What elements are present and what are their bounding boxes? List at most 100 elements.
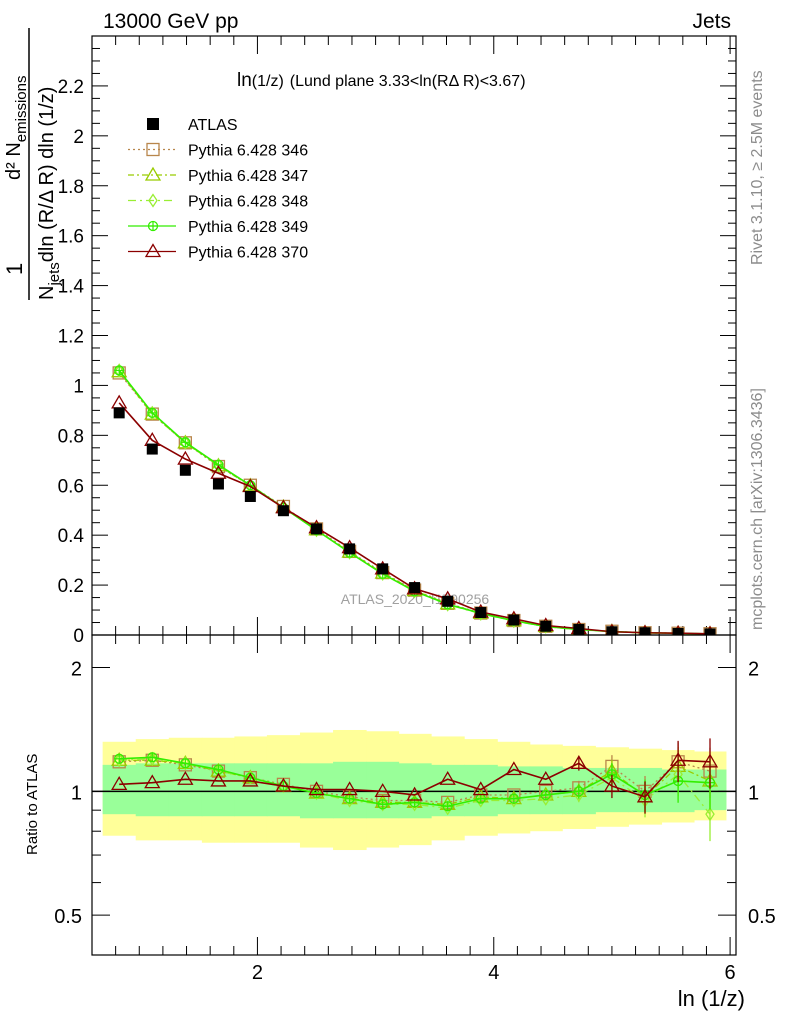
legend-label: Pythia 6.428 346 (188, 143, 308, 160)
legend-item: Pythia 6.428 346 (128, 143, 308, 160)
legend-item: Pythia 6.428 347 (128, 166, 308, 185)
main-y-tick-label: 1.2 (58, 327, 84, 348)
series-ratio-point (701, 753, 719, 768)
series-ratio-point (311, 785, 322, 801)
series-point (213, 459, 224, 470)
series-ratio-point (508, 793, 519, 804)
series-ratio-point (341, 781, 358, 796)
series-5-ratio (111, 738, 719, 814)
header-right: Jets (692, 10, 731, 33)
series-ratio-point (574, 787, 584, 803)
legend-item: Pythia 6.428 348 (128, 193, 308, 211)
x-axis-label: ln (1/z) (678, 986, 745, 1011)
series-point (180, 437, 191, 448)
series-ratio-point (308, 781, 325, 796)
main-y-tick-label: 2 (73, 127, 84, 148)
x-tick-label: 4 (488, 962, 499, 984)
legend-marker (147, 118, 159, 130)
series-ratio-point (472, 781, 489, 796)
series-ratio-point (210, 772, 227, 787)
series-ratio-point (377, 797, 388, 812)
legend-item: Pythia 6.428 349 (128, 219, 308, 236)
ylabel-numerator: d² N (3, 142, 25, 180)
series-ratio-point (669, 751, 687, 766)
series-ratio-point (475, 793, 486, 804)
x-tick-label: 6 (725, 962, 736, 984)
series-ratio-point (144, 774, 161, 789)
ylabel-one: 1 (2, 263, 27, 275)
series-ratio-point (636, 788, 654, 803)
header-left: 13000 GeV pp (103, 10, 238, 33)
main-y-tick-label: 0.2 (58, 576, 84, 597)
series-ratio-point (245, 770, 256, 785)
atlas-point (672, 628, 684, 635)
series-ratio-point (377, 799, 388, 810)
series-ratio-point (537, 770, 554, 785)
uncertainty-bands (102, 729, 727, 851)
main-y-tick-label: 2.2 (58, 77, 84, 98)
main-y-tick-label: 1 (73, 376, 84, 397)
atlas-point (573, 624, 585, 635)
atlas-point (212, 478, 224, 490)
ratio-y-axis-label: Ratio to ATLAS (24, 754, 41, 855)
series-ratio-point (573, 786, 584, 797)
series-point (147, 405, 158, 421)
series-ratio-point (705, 807, 715, 822)
atlas-point (606, 626, 618, 635)
series-ratio-point (505, 761, 522, 776)
legend-item: ATLAS (147, 117, 238, 134)
series-ratio-point (409, 797, 420, 808)
main-panel: 0 0.2 0.4 0.6 0.8 1 1.2 1.4 1.6 1.8 2 2.2 (58, 35, 737, 647)
ratio-y-tick-label-right: 0.5 (748, 906, 776, 928)
atlas-data (113, 407, 716, 635)
svg-text:Njetsdln (R/Δ R) dln (1/z): Njetsdln (R/Δ R) dln (1/z) (36, 87, 63, 300)
legend-marker (147, 220, 159, 232)
atlas-point (344, 543, 356, 555)
mcplots-reference: mcplots.cern.ch [arXiv:1306.3436] (749, 388, 766, 630)
legend-label: Pythia 6.428 370 (188, 245, 308, 262)
main-y-tick-label: 0 (73, 626, 84, 647)
ylabel-denominator-rest: dln (R/Δ R) dln (1/z) (36, 87, 58, 263)
legend-marker (146, 142, 160, 157)
ratio-y-tick-label: 2 (71, 659, 82, 681)
legend-item: Pythia 6.428 370 (128, 243, 308, 262)
rivet-version: Rivet 3.1.10, ≥ 2.5M events (749, 70, 766, 265)
atlas-point (442, 595, 454, 607)
series-ratio-point (344, 793, 355, 804)
atlas-point (409, 582, 421, 594)
plot-title-rest: (Lund plane 3.33<ln(RΔ R)<3.67) (290, 73, 526, 90)
series-ratio-point (439, 770, 456, 785)
series-point (114, 363, 124, 378)
atlas-point (146, 443, 158, 455)
series-ratio-point (114, 753, 125, 764)
ylabel-denominator-sub: jets (46, 262, 63, 286)
series-point (114, 365, 125, 376)
series-ratio-point (180, 758, 191, 769)
ylabel-numerator-sub: emissions (13, 76, 30, 143)
atlas-point (244, 490, 256, 502)
atlas-point (179, 464, 191, 476)
atlas-point (639, 627, 651, 635)
series-ratio-point (570, 755, 587, 769)
svg-text:d² Nemissions: d² Nemissions (3, 76, 30, 180)
main-y-tick-label: 1.6 (58, 227, 84, 248)
series-ratio-point (442, 801, 453, 812)
ratio-y-tick-label-right: 1 (748, 782, 759, 804)
atlas-point (540, 620, 552, 632)
series-ratio-point (603, 777, 621, 792)
series-point (111, 394, 128, 409)
legend-marker (144, 166, 162, 181)
series-ratio-point (180, 756, 191, 771)
plot-title-sub: (1/z) (252, 73, 284, 90)
series-ratio-point (242, 772, 259, 787)
atlas-point (113, 407, 125, 419)
ratio-y-tick-label: 0.5 (54, 906, 82, 928)
legend-label: Pythia 6.428 348 (188, 194, 308, 211)
atlas-point (311, 523, 323, 535)
atlas-point (377, 563, 389, 575)
series-ratio-point (540, 789, 551, 801)
atlas-point (704, 628, 716, 635)
legend: ATLAS Pythia 6.428 346 Pythia 6.428 347 Pyt… (128, 117, 308, 262)
atlas-point (475, 607, 487, 619)
